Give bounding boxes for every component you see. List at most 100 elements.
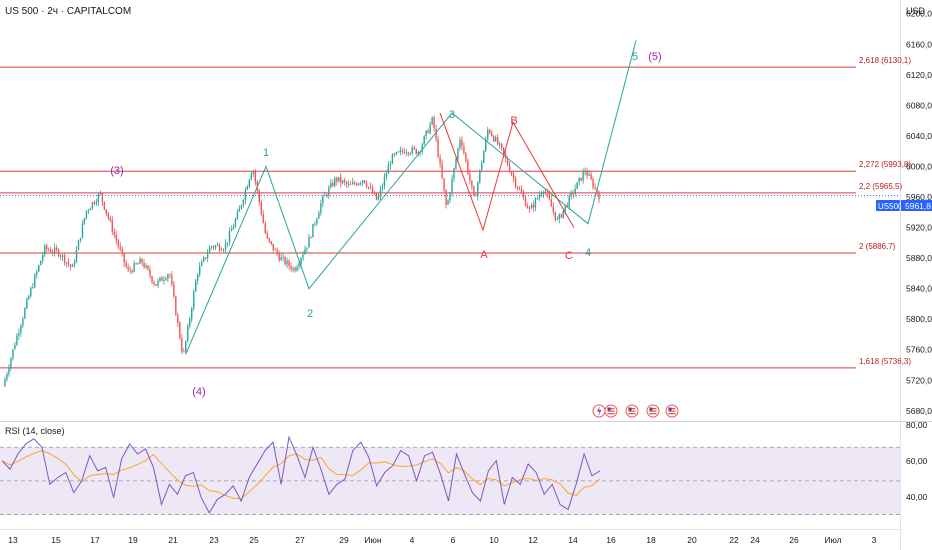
candle-down-body xyxy=(276,249,278,254)
candle-down-body xyxy=(367,186,370,188)
time-tick-label: 26 xyxy=(789,535,799,545)
time-tick-label: 27 xyxy=(295,535,305,545)
candle-up-body xyxy=(574,188,576,194)
candle-down-body xyxy=(51,252,54,254)
candle-up-body xyxy=(564,205,566,211)
time-tick-label: 15 xyxy=(51,535,61,545)
candle-up-body xyxy=(570,192,572,196)
candle-up-body xyxy=(334,177,336,186)
candle-down-body xyxy=(340,176,342,183)
candle-up-body xyxy=(222,249,225,251)
rsi-line xyxy=(1,435,601,514)
time-tick-label: 17 xyxy=(90,535,100,545)
candle-down-body xyxy=(566,205,568,207)
flag-stripe xyxy=(649,410,657,412)
candle-up-body xyxy=(330,182,332,188)
time-tick-label: 13 xyxy=(8,535,18,545)
candle-down-body xyxy=(524,197,527,207)
candle-up-body xyxy=(244,189,247,200)
candle-down-body xyxy=(143,262,145,268)
candle-up-body xyxy=(157,280,159,286)
candle-down-body xyxy=(260,202,262,215)
event-icons[interactable] xyxy=(592,404,679,418)
candle-up-body xyxy=(405,152,407,154)
candle-down-body xyxy=(590,174,592,180)
candle-down-body xyxy=(552,206,555,212)
candle-up-body xyxy=(399,150,402,152)
candle-up-body xyxy=(536,198,539,200)
candle-up-body xyxy=(200,261,203,267)
candle-down-body xyxy=(262,214,264,224)
candle-up-body xyxy=(417,151,419,154)
candle-down-body xyxy=(113,231,115,235)
candle-up-body xyxy=(24,308,26,319)
candle-down-body xyxy=(272,243,274,251)
flag-stripe xyxy=(668,408,676,410)
rsi-lines xyxy=(1,435,601,514)
candle-up-body xyxy=(236,211,239,220)
candle-down-body xyxy=(288,260,290,267)
candle-down-body xyxy=(465,153,467,161)
candle-down-body xyxy=(415,148,417,154)
time-tick-label: 22 xyxy=(729,535,739,545)
candle-up-body xyxy=(449,193,451,201)
time-tick-label: Июл xyxy=(824,535,841,545)
candle-up-body xyxy=(230,229,233,232)
candle-up-body xyxy=(224,243,227,250)
candle-down-body xyxy=(592,179,594,188)
last-price-value: 5961,8 xyxy=(905,201,931,211)
candle-up-body xyxy=(296,266,298,271)
candle-down-body xyxy=(401,150,404,152)
candle-down-body xyxy=(101,193,104,202)
time-axis[interactable]: 13 15 17 19 21 23 25 27 29 Июн 4 6 10 12 14 16 18 20 22 24 2… xyxy=(8,535,876,545)
candle-up-body xyxy=(137,263,139,265)
price-tick-label: 6200,0 xyxy=(906,9,932,19)
candle-down-body xyxy=(127,267,129,270)
flag-canton xyxy=(607,407,611,411)
flag-stripe xyxy=(628,413,636,415)
candle-up-body xyxy=(40,260,42,266)
candle-up-body xyxy=(395,152,398,155)
price-tick-label: 6160,0 xyxy=(906,39,932,49)
candle-up-body xyxy=(83,217,86,224)
candle-down-body xyxy=(506,158,509,166)
candle-up-body xyxy=(423,135,425,145)
candle-up-body xyxy=(361,180,364,183)
candle-up-body xyxy=(421,144,423,152)
candle-up-body xyxy=(385,173,388,178)
price-tick-label: 5760,0 xyxy=(906,345,932,355)
candle-up-body xyxy=(195,280,197,292)
candle-up-body xyxy=(530,204,533,209)
candle-up-body xyxy=(32,287,34,289)
candle-up-body xyxy=(316,218,318,224)
candle-down-body xyxy=(119,246,121,249)
candle-up-body xyxy=(139,258,141,264)
price-tick-label: 5840,0 xyxy=(906,284,932,294)
candle-down-body xyxy=(326,194,328,196)
lightning-glyph xyxy=(597,406,602,416)
candle-down-body xyxy=(445,190,447,205)
candle-up-body xyxy=(85,210,88,218)
candle-down-body xyxy=(346,182,348,185)
candle-down-body xyxy=(284,256,286,265)
candle-down-body xyxy=(175,296,177,316)
time-tick-label: 6 xyxy=(451,535,456,545)
candle-up-body xyxy=(30,287,32,297)
candle-up-body xyxy=(191,308,193,319)
candle-up-body xyxy=(165,278,167,280)
candle-up-body xyxy=(391,154,394,165)
candle-up-body xyxy=(99,193,102,195)
candle-up-body xyxy=(133,263,135,272)
price-tick-label: 5880,0 xyxy=(906,253,932,263)
candle-up-body xyxy=(214,245,217,248)
candle-up-body xyxy=(387,165,390,174)
candle-up-body xyxy=(240,205,243,209)
candle-up-body xyxy=(451,178,453,194)
price-axis[interactable]: 6200,0 6160,0 6120,0 6080,0 6040,0 6000,0 5960… xyxy=(906,9,932,416)
candle-down-body xyxy=(572,192,574,194)
time-tick-label: 24 xyxy=(750,535,760,545)
candle-up-body xyxy=(53,247,56,253)
fib-level-label: 2,618 (6130,1) xyxy=(859,56,911,65)
candle-down-body xyxy=(254,171,257,182)
